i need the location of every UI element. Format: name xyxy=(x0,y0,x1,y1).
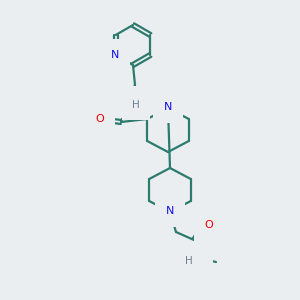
Text: N: N xyxy=(110,50,119,60)
Text: H: H xyxy=(132,100,140,110)
Text: H: H xyxy=(185,256,193,266)
Text: N: N xyxy=(194,252,202,262)
Text: N: N xyxy=(166,206,174,216)
Text: N: N xyxy=(164,102,172,112)
Text: N: N xyxy=(123,97,131,107)
Text: O: O xyxy=(96,114,104,124)
Text: O: O xyxy=(205,220,213,230)
